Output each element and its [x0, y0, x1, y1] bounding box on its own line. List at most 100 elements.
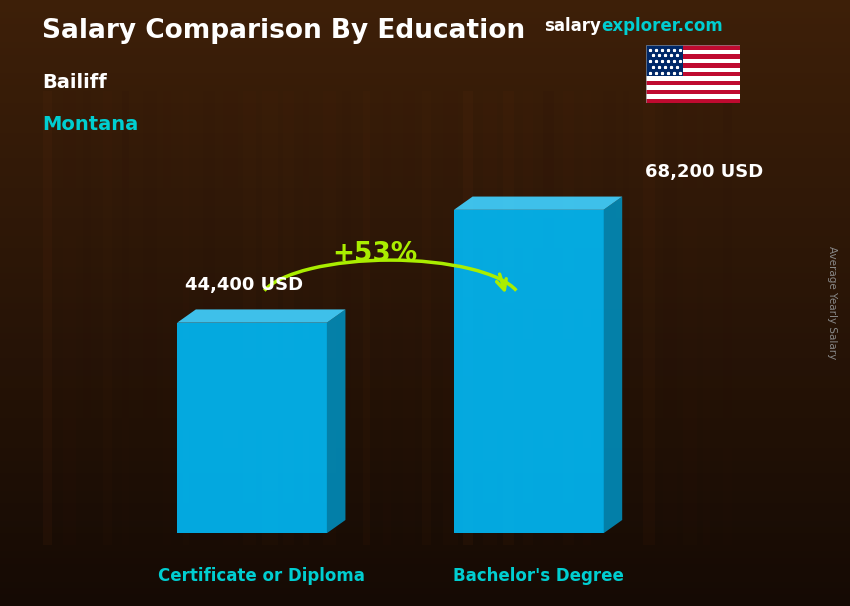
Bar [0, 594, 850, 600]
Bar [343, 91, 351, 545]
Polygon shape [454, 196, 622, 210]
Bar [646, 45, 740, 50]
Bar [63, 91, 76, 545]
Bar [0, 42, 850, 48]
Bar [0, 24, 850, 30]
Bar [542, 91, 554, 545]
Bar [0, 67, 850, 73]
Bar [0, 406, 850, 412]
Bar [0, 327, 850, 333]
Bar [0, 539, 850, 545]
Bar [622, 91, 629, 545]
Bar [0, 85, 850, 91]
Bar [0, 491, 850, 497]
Bar [0, 503, 850, 509]
Bar [0, 358, 850, 364]
Polygon shape [604, 196, 622, 533]
Bar [483, 91, 497, 545]
Text: Bailiff: Bailiff [42, 73, 107, 92]
Bar [0, 194, 850, 200]
Bar [122, 91, 129, 545]
Bar [0, 521, 850, 527]
Bar [0, 152, 850, 158]
Text: Salary Comparison By Education: Salary Comparison By Education [42, 18, 525, 44]
Bar [646, 81, 740, 85]
Bar [0, 285, 850, 291]
Bar [0, 515, 850, 521]
Bar [403, 91, 415, 545]
Text: salary: salary [544, 17, 601, 35]
Bar [0, 170, 850, 176]
Bar [646, 59, 740, 63]
Bar [0, 527, 850, 533]
Bar [0, 551, 850, 558]
Bar [523, 91, 533, 545]
Bar [183, 91, 190, 545]
Bar [0, 212, 850, 218]
Bar [0, 570, 850, 576]
Bar [322, 91, 336, 545]
Bar [0, 145, 850, 152]
Bar [0, 558, 850, 564]
Text: 68,200 USD: 68,200 USD [644, 164, 763, 181]
Bar [646, 90, 740, 94]
Bar [0, 582, 850, 588]
Bar [582, 91, 591, 545]
Bar [0, 182, 850, 188]
Polygon shape [326, 310, 345, 533]
Bar [0, 267, 850, 273]
Bar [0, 485, 850, 491]
Bar [0, 261, 850, 267]
Bar [646, 72, 740, 76]
Bar [0, 309, 850, 315]
Text: +53%: +53% [332, 241, 418, 267]
Bar [0, 30, 850, 36]
Bar [0, 55, 850, 61]
Bar [0, 97, 850, 103]
Bar [0, 273, 850, 279]
Text: Bachelor's Degree: Bachelor's Degree [452, 567, 624, 585]
Text: Montana: Montana [42, 115, 139, 134]
Bar [0, 509, 850, 515]
Bar [0, 36, 850, 42]
Bar [0, 400, 850, 406]
Bar [103, 91, 112, 545]
Bar [0, 533, 850, 539]
Bar [0, 139, 850, 145]
Bar [646, 55, 740, 59]
Bar [0, 454, 850, 461]
Bar [0, 164, 850, 170]
Bar [0, 333, 850, 339]
Bar [0, 370, 850, 376]
Text: explorer.com: explorer.com [601, 17, 722, 35]
Bar [722, 91, 732, 545]
Bar [0, 188, 850, 194]
Bar [0, 345, 850, 351]
Bar [223, 91, 238, 545]
Bar [0, 12, 850, 18]
Polygon shape [177, 310, 345, 323]
Bar [502, 91, 513, 545]
Polygon shape [454, 210, 604, 533]
Bar [0, 412, 850, 418]
Bar [0, 479, 850, 485]
Bar [0, 103, 850, 109]
Bar [563, 91, 574, 545]
Bar [646, 94, 740, 99]
Bar [0, 79, 850, 85]
Bar [0, 467, 850, 473]
Bar [362, 91, 371, 545]
Bar [0, 248, 850, 255]
Bar [0, 200, 850, 206]
Bar [0, 418, 850, 424]
Bar [0, 436, 850, 442]
Bar [0, 351, 850, 358]
Bar [0, 394, 850, 400]
Bar [0, 321, 850, 327]
Bar [0, 224, 850, 230]
Bar [0, 564, 850, 570]
Bar [242, 91, 256, 545]
Bar [0, 364, 850, 370]
Bar [0, 279, 850, 285]
Bar [162, 91, 171, 545]
